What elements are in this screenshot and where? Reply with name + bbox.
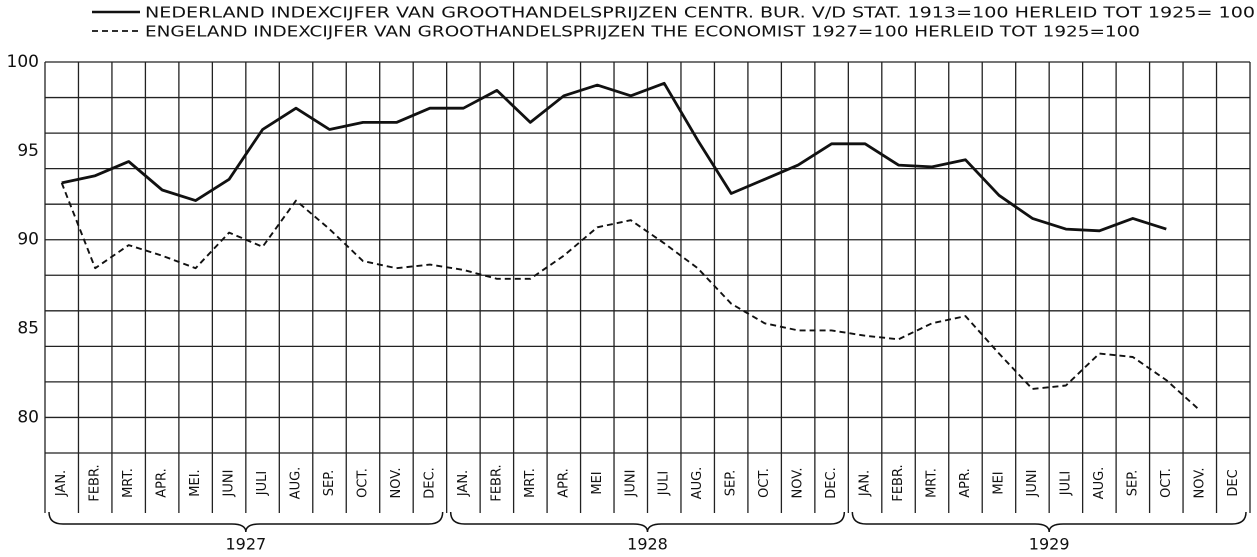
y-tick-label: 85 xyxy=(17,319,39,339)
x-tick-label: MEI xyxy=(590,471,605,494)
x-tick-label: JUNI xyxy=(222,470,237,498)
x-tick-label: MEI. xyxy=(188,469,203,496)
year-brace xyxy=(449,511,846,533)
x-tick-label: JUNI xyxy=(623,470,638,498)
x-tick-label: FEBR. xyxy=(88,464,103,501)
x-tick-label: SEP. xyxy=(322,470,337,496)
x-tick-label: JAN. xyxy=(858,470,873,497)
x-tick-label: MEI xyxy=(991,471,1006,494)
x-tick-label: MRT. xyxy=(925,468,940,498)
x-tick-label: FEBR. xyxy=(891,464,906,501)
x-tick-label: NOV. xyxy=(389,467,404,498)
x-tick-label: APR. xyxy=(155,468,170,497)
y-tick-label: 95 xyxy=(17,141,39,161)
x-tick-label: JAN. xyxy=(456,470,471,497)
x-tick-label: AUG. xyxy=(289,467,304,500)
x-tick-label: JULI xyxy=(657,471,672,496)
x-tick-label: SEP. xyxy=(724,470,739,496)
legend-label: NEDERLAND INDEXCIJFER VAN GROOTHANDELSPR… xyxy=(145,4,1255,22)
series-line xyxy=(60,182,1201,412)
x-tick-label: NOV. xyxy=(1192,467,1207,498)
series-line xyxy=(61,81,1167,233)
x-tick-label: APR. xyxy=(556,468,571,497)
year-label: 1929 xyxy=(1029,535,1070,554)
x-tick-label: OCT. xyxy=(757,468,772,498)
x-tick-label: NOV. xyxy=(791,467,806,498)
x-tick-label: MRT. xyxy=(121,468,136,498)
x-tick-label: JULI xyxy=(1058,471,1073,496)
y-tick-label: 80 xyxy=(17,407,39,427)
x-tick-label: SEP. xyxy=(1125,470,1140,496)
x-tick-label: JUNI xyxy=(1025,470,1040,498)
x-tick-label: DEC xyxy=(1226,469,1241,496)
x-tick-label: OCT. xyxy=(355,468,370,498)
y-tick-label: 100 xyxy=(7,52,39,72)
year-label: 1927 xyxy=(225,535,266,554)
x-tick-label: JULI xyxy=(255,471,270,496)
x-tick-label: AUG. xyxy=(1092,467,1107,500)
x-tick-label: DEC. xyxy=(422,467,437,498)
legend-label: ENGELAND INDEXCIJFER VAN GROOTHANDELSPRI… xyxy=(145,23,1140,41)
x-tick-label: FEBR. xyxy=(489,464,504,501)
year-brace xyxy=(48,511,444,533)
x-tick-label: OCT. xyxy=(1159,468,1174,498)
x-tick-label: APR. xyxy=(958,468,973,497)
x-tick-label: AUG. xyxy=(690,467,705,500)
x-tick-label: MRT. xyxy=(523,468,538,498)
y-tick-label: 90 xyxy=(17,230,39,250)
x-tick-label: JAN. xyxy=(54,470,69,497)
year-label: 1928 xyxy=(627,535,668,554)
x-tick-label: DEC. xyxy=(824,467,839,498)
year-brace xyxy=(851,511,1247,533)
